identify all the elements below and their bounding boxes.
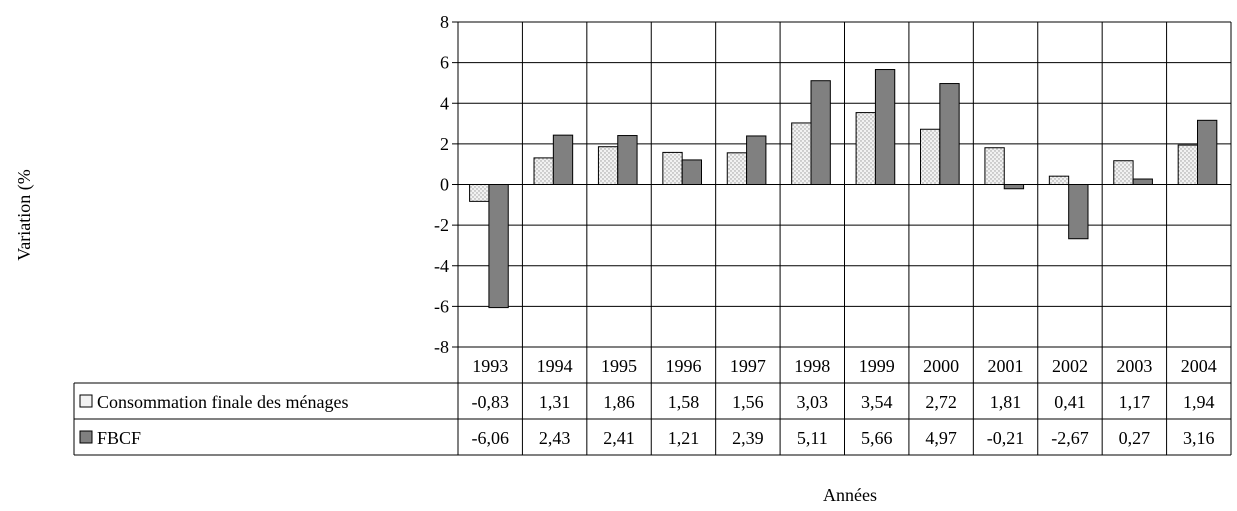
data-label: 2,43: [539, 428, 571, 448]
bar-series-2: [874, 69, 896, 185]
bar-series-2: [488, 184, 509, 309]
bar-series-2: [746, 135, 767, 185]
data-label: 4,97: [925, 428, 957, 448]
bar-series-1: [533, 157, 554, 185]
x-tick-label: 2001: [988, 356, 1024, 376]
x-tick-label: 1993: [472, 356, 508, 376]
data-label: 1,17: [1119, 392, 1151, 412]
data-label: -0,83: [471, 392, 509, 412]
bar-series-1: [597, 146, 619, 185]
data-label: 3,03: [797, 392, 829, 412]
x-tick-label: 2004: [1181, 356, 1217, 376]
y-tick-label: 4: [440, 93, 449, 113]
bar-series-2: [1197, 119, 1218, 185]
bar-series-1: [1048, 175, 1070, 185]
data-label: 1,58: [668, 392, 700, 412]
y-tick-label: -8: [434, 337, 449, 357]
y-tick-label: 8: [440, 12, 449, 32]
data-table: 1993 1994 1995 1996 1997 1998 1999 2000 2001 2002…: [73, 346, 1232, 456]
data-label: -6,06: [471, 428, 509, 448]
legend-label-series-2: FBCF: [97, 428, 141, 448]
data-label: 1,56: [732, 392, 764, 412]
y-tick-label: -6: [434, 296, 449, 316]
x-tick-label: 1999: [859, 356, 895, 376]
bar-series-1: [791, 122, 812, 185]
legend-swatch-series-1: [79, 394, 93, 408]
legend-label-series-1: Consommation finale des ménages: [97, 392, 348, 412]
data-label: 1,81: [990, 392, 1022, 412]
x-tick-label: 1995: [601, 356, 637, 376]
bar-series-2: [552, 134, 574, 185]
x-axis-title: Années: [823, 485, 877, 505]
bar-series-2: [1003, 184, 1025, 190]
y-tick-label: 0: [440, 175, 449, 195]
bar-series-1: [726, 152, 748, 185]
data-label: 2,39: [732, 428, 764, 448]
y-axis-title: Variation (%: [14, 169, 35, 260]
data-label: 1,31: [539, 392, 571, 412]
bar-series-1: [855, 112, 876, 185]
data-label: -2,67: [1051, 428, 1089, 448]
bar-series-1: [662, 151, 683, 185]
x-tick-label: 1996: [665, 356, 701, 376]
data-label: 5,11: [797, 428, 828, 448]
data-label: 2,72: [925, 392, 957, 412]
bar-series-2: [1068, 184, 1089, 240]
x-tick-label: 2000: [923, 356, 959, 376]
bar-series-2: [810, 80, 831, 185]
y-tick-label: -4: [434, 256, 449, 276]
data-label: 2,41: [603, 428, 635, 448]
x-tick-label: 2002: [1052, 356, 1088, 376]
data-label: 0,41: [1054, 392, 1086, 412]
bar-series-2: [1132, 178, 1153, 185]
y-tick-label: 6: [440, 53, 449, 73]
data-label: 0,27: [1119, 428, 1151, 448]
bar-series-2: [939, 83, 960, 185]
data-label: 1,94: [1183, 392, 1215, 412]
x-tick-label: 2003: [1116, 356, 1152, 376]
bars: [469, 69, 1218, 309]
bar-series-1: [920, 128, 941, 185]
y-tick-label: 2: [440, 134, 449, 154]
data-label: 5,66: [861, 428, 893, 448]
bar-series-1: [1177, 144, 1199, 185]
x-tick-label: 1994: [537, 356, 573, 376]
data-label: 1,21: [668, 428, 700, 448]
bar-series-1: [1113, 160, 1134, 185]
legend-swatch-series-2: [79, 430, 93, 444]
bar-series-2: [681, 159, 702, 185]
bar-series-1: [984, 147, 1005, 185]
x-tick-label: 1997: [730, 356, 766, 376]
data-label: 3,16: [1183, 428, 1215, 448]
bar-series-1: [469, 184, 490, 202]
bar-series-2: [617, 135, 638, 185]
data-label: -0,21: [987, 428, 1025, 448]
data-label: 3,54: [861, 392, 893, 412]
y-tick-label: -2: [434, 215, 449, 235]
x-tick-label: 1998: [794, 356, 830, 376]
data-label: 1,86: [603, 392, 635, 412]
